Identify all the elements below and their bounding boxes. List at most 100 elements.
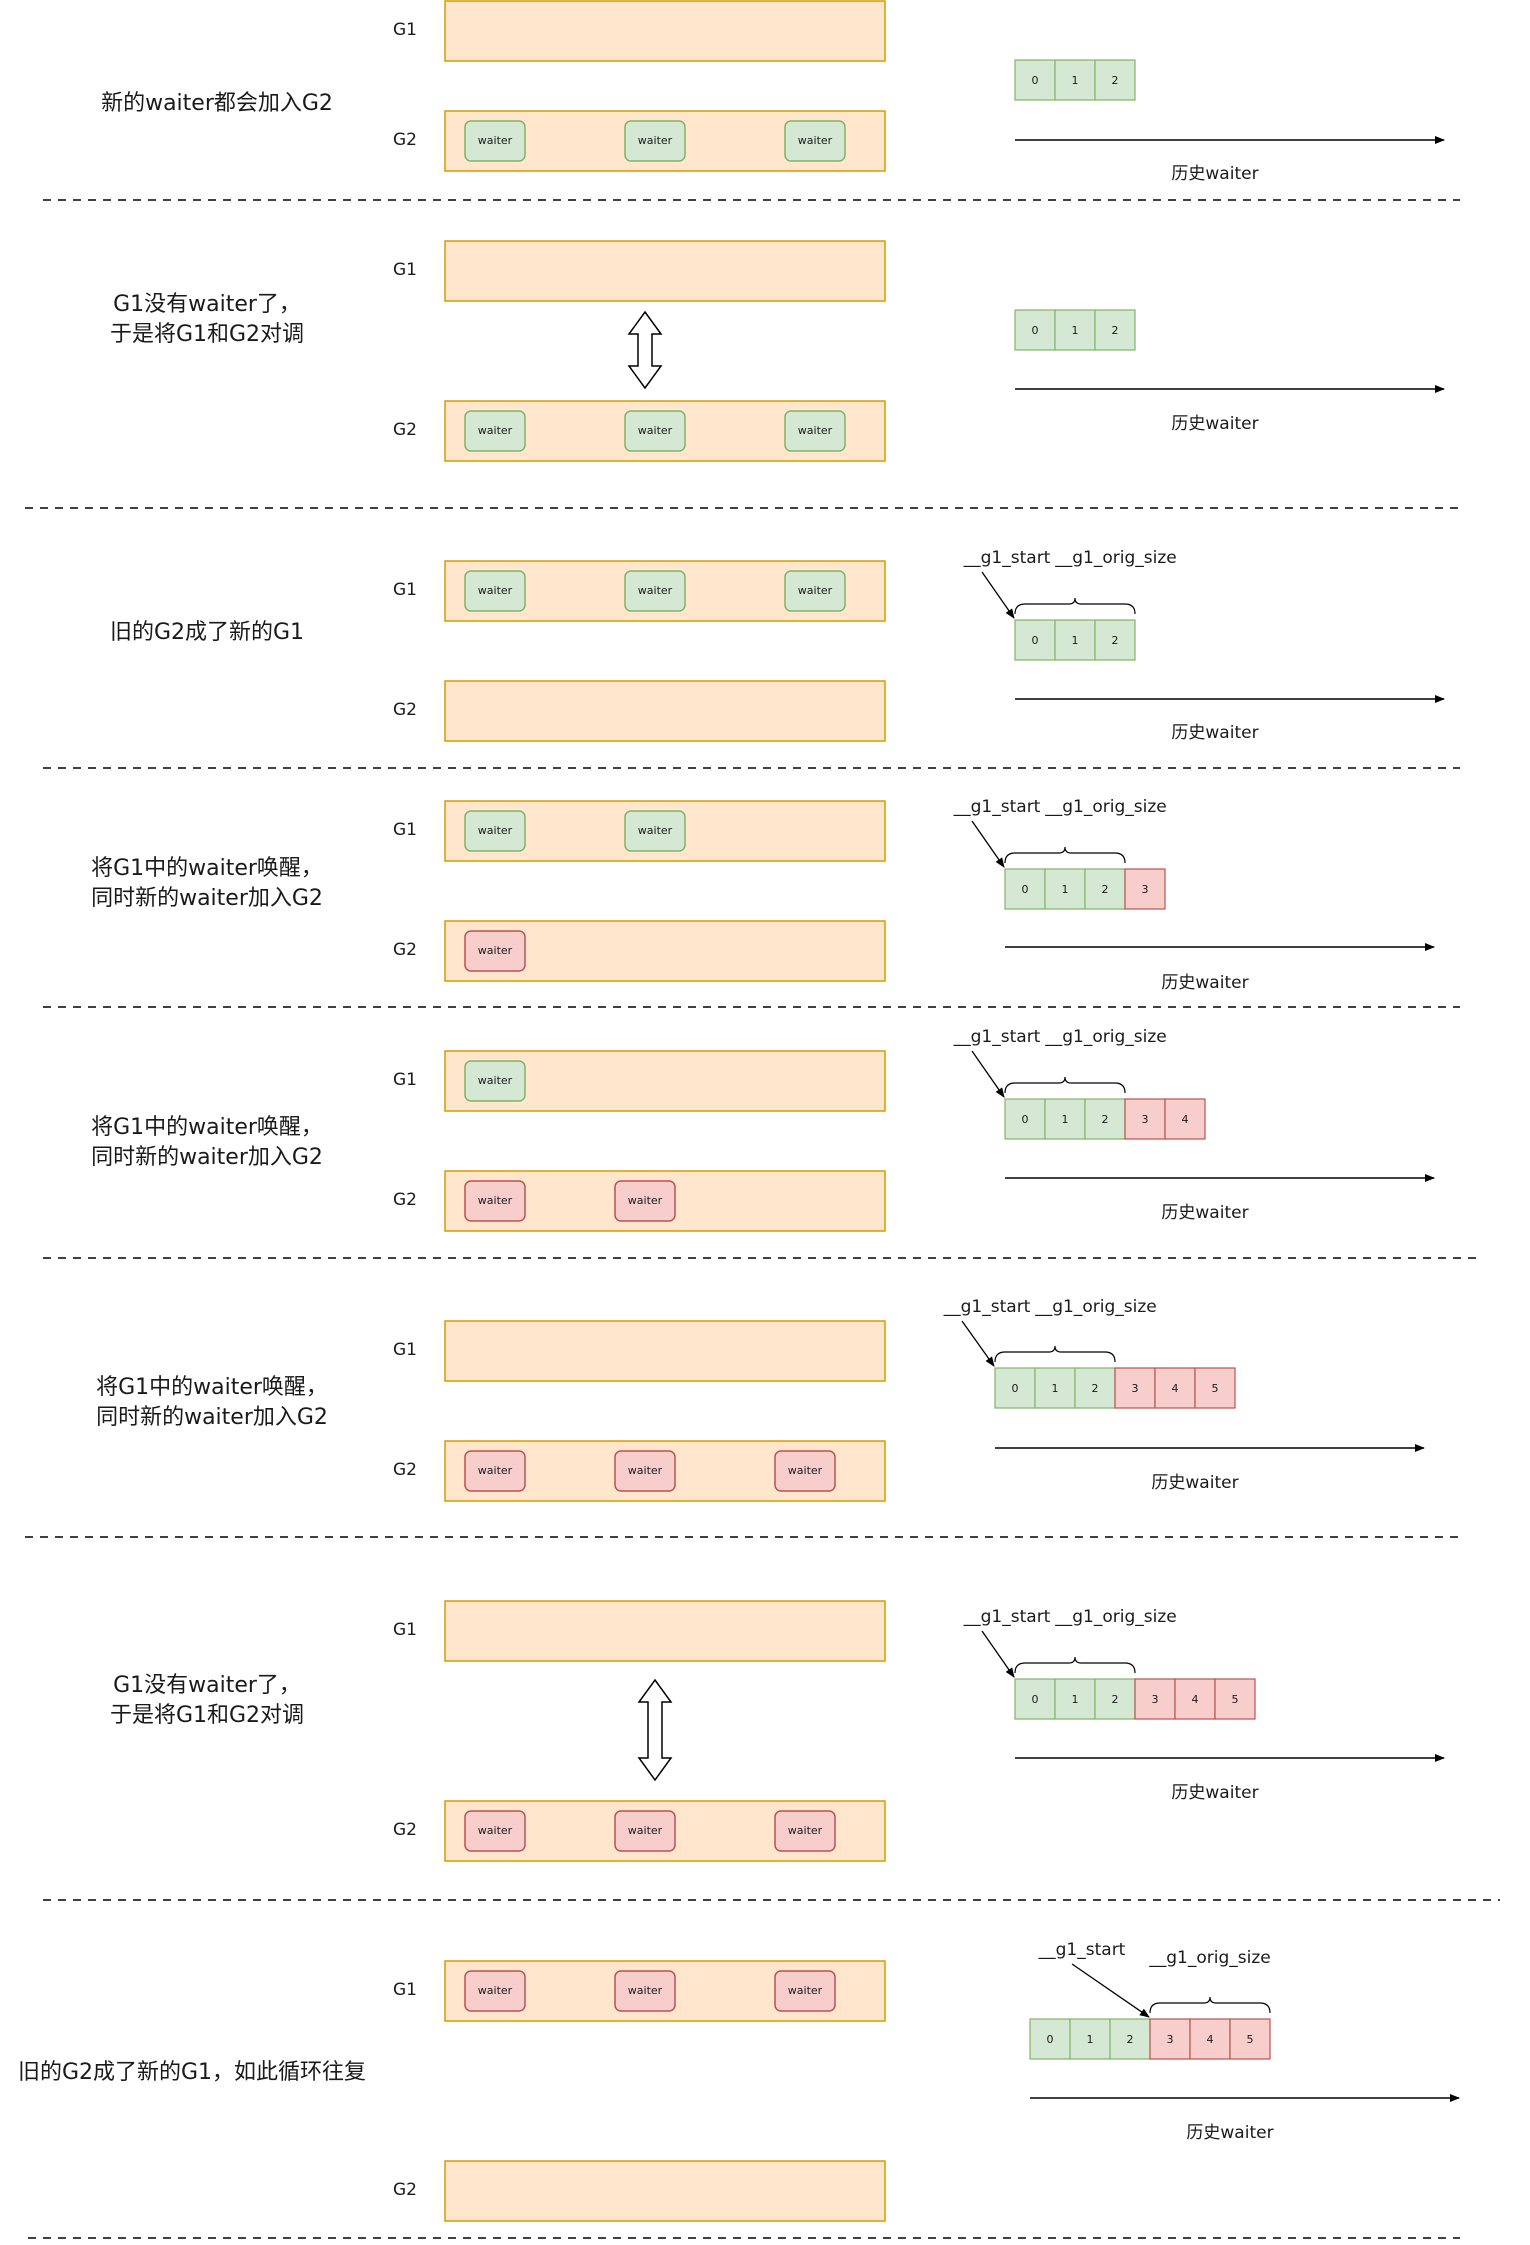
- waiter-node-label: waiter: [638, 584, 673, 597]
- panel-caption: 同时新的waiter加入G2: [91, 1145, 323, 1170]
- waiter-node: [614, 1180, 676, 1222]
- history-cell: [1154, 1367, 1196, 1409]
- orig-size-brace: [1149, 1996, 1271, 2014]
- history-cell-label: 1: [1087, 2033, 1094, 2046]
- g1-start-pointer-arrow: [981, 571, 1015, 619]
- history-cell: [1094, 309, 1136, 351]
- g1-start-label: __g1_start: [963, 1607, 1051, 1627]
- panel-1: 新的waiter都会加入G2 G1 G2 waiter waiter waiter 0 1 2 历…: [43, 0, 1460, 201]
- history-cell-label: 0: [1032, 1693, 1039, 1706]
- g2-group-box: [444, 2160, 886, 2222]
- waiter-node-label: waiter: [638, 824, 673, 837]
- g1-start-label: __g1_start: [943, 1297, 1031, 1317]
- g2-group-box: [444, 680, 886, 742]
- history-cell-label: 0: [1012, 1382, 1019, 1395]
- g1-start-pointer-arrow: [981, 1630, 1015, 1678]
- history-cell-label: 2: [1127, 2033, 1134, 2046]
- history-cell-label: 3: [1142, 883, 1149, 896]
- g1-start-label: __g1_start: [963, 548, 1051, 568]
- history-cell-label: 2: [1112, 74, 1119, 87]
- panel-caption: 旧的G2成了新的G1，如此循环往复: [18, 2060, 366, 2085]
- history-cell: [1054, 59, 1096, 101]
- waiter-node-label: waiter: [628, 1464, 663, 1477]
- history-cell: [1094, 59, 1136, 101]
- waiter-node-label: waiter: [788, 1984, 823, 1997]
- history-cell: [1004, 868, 1046, 910]
- waiter-node: [624, 570, 686, 612]
- waiter-node: [464, 410, 526, 452]
- history-cell-label: 0: [1022, 883, 1029, 896]
- panel-8: 旧的G2成了新的G1，如此循环往复 G1 waiter waiter waiter G2 0…: [18, 1940, 1460, 2239]
- waiter-node: [774, 1810, 836, 1852]
- g1-label: G1: [393, 1340, 417, 1360]
- history-cell-label: 3: [1142, 1113, 1149, 1126]
- g2-label: G2: [393, 1460, 417, 1480]
- waiter-node-label: waiter: [628, 1824, 663, 1837]
- g1-group-box: [444, 1320, 886, 1382]
- history-cell: [1054, 1678, 1096, 1720]
- g1-orig-size-label: __g1_orig_size: [1044, 797, 1166, 817]
- history-cell-label: 4: [1182, 1113, 1189, 1126]
- history-label: 历史waiter: [1171, 164, 1258, 184]
- waiter-node-label: waiter: [478, 584, 513, 597]
- history-cell-label: 5: [1212, 1382, 1219, 1395]
- waiter-node: [774, 1970, 836, 2012]
- panel-3: 旧的G2成了新的G1 G1 waiter waiter waiter G2 0 1 2 历史wai…: [43, 548, 1460, 769]
- g1-orig-size-label: __g1_orig_size: [1034, 1297, 1156, 1317]
- history-cell-label: 2: [1112, 634, 1119, 647]
- g2-label: G2: [393, 420, 417, 440]
- waiter-node: [774, 1450, 836, 1492]
- waiter-node-label: waiter: [638, 424, 673, 437]
- waiter-node: [614, 1450, 676, 1492]
- waiter-node-label: waiter: [478, 1824, 513, 1837]
- waiter-node-label: waiter: [798, 424, 833, 437]
- panel-caption: 将G1中的waiter唤醒，: [91, 1115, 323, 1140]
- history-cell: [1014, 309, 1056, 351]
- history-cell: [1044, 868, 1086, 910]
- g2-label: G2: [393, 1820, 417, 1840]
- waiter-node-label: waiter: [788, 1824, 823, 1837]
- history-cell-label: 0: [1022, 1113, 1029, 1126]
- history-cell: [1114, 1367, 1156, 1409]
- waiter-node-label: waiter: [478, 1074, 513, 1087]
- g1-orig-size-label: __g1_orig_size: [1044, 1027, 1166, 1047]
- waiter-node: [784, 570, 846, 612]
- history-cell-label: 1: [1062, 883, 1069, 896]
- history-cell: [1084, 868, 1126, 910]
- history-cell: [1229, 2018, 1271, 2060]
- history-cell: [994, 1367, 1036, 1409]
- g1-start-pointer-arrow: [971, 820, 1005, 868]
- history-label: 历史waiter: [1161, 1203, 1248, 1223]
- g1-start-pointer-arrow: [971, 1050, 1005, 1098]
- g2-label: G2: [393, 130, 417, 150]
- waiter-node-label: waiter: [478, 1194, 513, 1207]
- history-cell-label: 2: [1112, 324, 1119, 337]
- waiter-node: [464, 930, 526, 972]
- g1-label: G1: [393, 580, 417, 600]
- panel-caption: 将G1中的waiter唤醒，: [96, 1375, 328, 1400]
- history-cell: [1084, 1098, 1126, 1140]
- history-cell-label: 0: [1032, 324, 1039, 337]
- history-cell: [1094, 1678, 1136, 1720]
- history-cell: [1189, 2018, 1231, 2060]
- waiter-node-label: waiter: [478, 1984, 513, 1997]
- panel-5: 将G1中的waiter唤醒， 同时新的waiter加入G2 G1 waiter G2 wa…: [43, 1027, 1480, 1259]
- orig-size-brace: [1004, 1076, 1126, 1094]
- history-cell: [1044, 1098, 1086, 1140]
- waiter-node: [614, 1810, 676, 1852]
- history-cell-label: 4: [1172, 1382, 1179, 1395]
- g1-label: G1: [393, 820, 417, 840]
- g1-group-box: [444, 0, 886, 62]
- history-cell: [1004, 1098, 1046, 1140]
- history-cell: [1014, 619, 1056, 661]
- waiter-node-label: waiter: [638, 134, 673, 147]
- waiter-node: [464, 1180, 526, 1222]
- history-cell-label: 0: [1032, 634, 1039, 647]
- history-cell-label: 1: [1072, 1693, 1079, 1706]
- panel-caption: 旧的G2成了新的G1: [110, 620, 304, 645]
- history-cell-label: 3: [1152, 1693, 1159, 1706]
- g1-start-label: __g1_start: [1038, 1940, 1126, 1960]
- g1-label: G1: [393, 1980, 417, 2000]
- panel-caption: 于是将G1和G2对调: [110, 1703, 304, 1728]
- waiter-node-label: waiter: [628, 1984, 663, 1997]
